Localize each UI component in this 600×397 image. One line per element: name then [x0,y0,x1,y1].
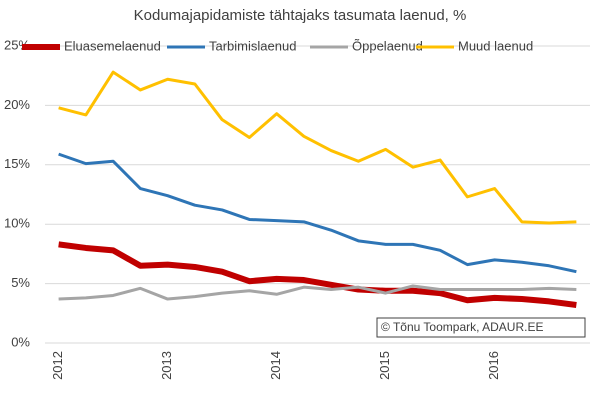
legend-label: Eluasemelaenud [64,38,161,53]
x-tick-label: 2012 [50,351,65,380]
legend-label: Muud laenud [458,38,533,53]
x-tick-label: 2013 [159,351,174,380]
line-series [58,284,577,301]
line-series [58,152,577,274]
x-tick-label: 2015 [377,351,392,380]
legend-label: Tarbimislaenud [209,38,296,53]
x-tick-label: 2016 [486,351,501,380]
line-series [58,70,577,225]
y-tick-label: 10% [4,216,30,231]
y-tick-label: 15% [4,156,30,171]
annotation-box [376,317,586,338]
annotation: © Tõnu Toompark, ADAUR.EE [381,320,543,334]
legend-label: Õppelaenud [352,38,423,53]
y-tick-label: 0% [11,334,30,349]
y-tick-label: 5% [11,275,30,290]
y-tick-label: 20% [4,97,30,112]
line-series [58,241,577,308]
x-tick-label: 2014 [268,351,283,380]
chart-title: Kodumajapidamiste tähtajaks tasumata lae… [134,7,467,24]
